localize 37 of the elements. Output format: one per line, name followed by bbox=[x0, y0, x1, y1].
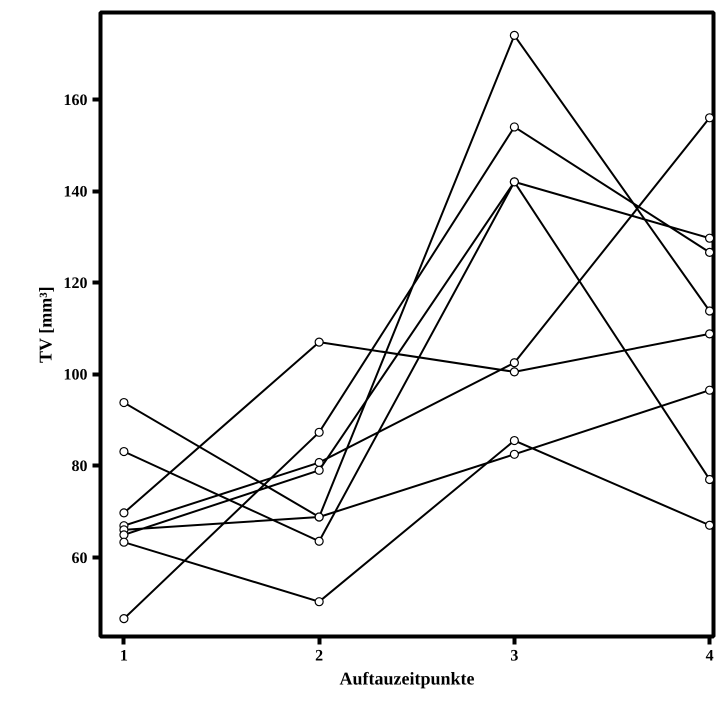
point bbox=[510, 450, 519, 459]
point bbox=[119, 398, 129, 408]
point bbox=[119, 446, 129, 456]
x-axis-title: Auftauzeitpunkte bbox=[339, 668, 475, 688]
point bbox=[119, 508, 129, 518]
point bbox=[704, 520, 714, 530]
point bbox=[314, 597, 324, 606]
point bbox=[119, 614, 129, 624]
point bbox=[510, 122, 519, 132]
y-tick-label: 120 bbox=[64, 275, 88, 292]
y-tick-label: 160 bbox=[64, 92, 88, 109]
x-tick-label: 2 bbox=[315, 648, 324, 664]
point bbox=[510, 436, 519, 446]
point bbox=[704, 329, 714, 338]
y-axis-title: TV [mm³] bbox=[36, 286, 56, 363]
point bbox=[314, 428, 324, 437]
point bbox=[704, 248, 714, 257]
point bbox=[704, 386, 714, 395]
point bbox=[704, 306, 714, 316]
point bbox=[510, 367, 519, 376]
point bbox=[510, 30, 519, 40]
point bbox=[510, 358, 519, 368]
point bbox=[314, 466, 324, 475]
point bbox=[704, 234, 714, 243]
point bbox=[704, 113, 714, 122]
point bbox=[314, 338, 324, 347]
y-tick-label: 100 bbox=[64, 366, 88, 384]
x-tick-label: 3 bbox=[510, 648, 518, 664]
y-tick-label: 60 bbox=[72, 550, 88, 567]
point bbox=[119, 538, 129, 547]
y-tick-label: 80 bbox=[72, 458, 88, 476]
point bbox=[314, 536, 324, 546]
point bbox=[119, 530, 129, 540]
y-tick-label: 140 bbox=[64, 184, 88, 201]
point bbox=[704, 474, 714, 484]
x-tick-label: 1 bbox=[120, 648, 128, 664]
x-tick-label: 4 bbox=[706, 648, 714, 664]
